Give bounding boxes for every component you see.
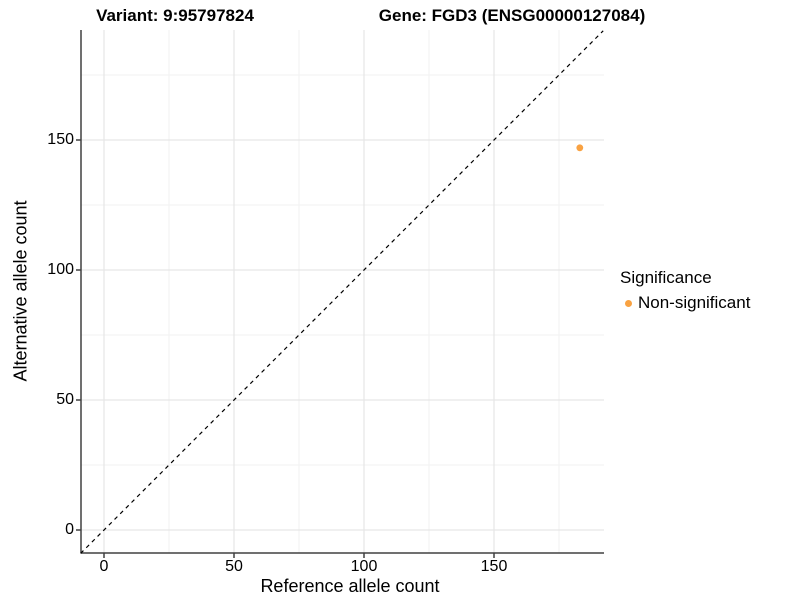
data-points [576,144,584,152]
y-tick-label: 0 [65,521,74,538]
plot-title-gene: Gene: FGD3 (ENSG00000127084) [378,6,646,25]
x-axis-title: Reference allele count [260,576,440,596]
legend-title: Significance [620,268,712,287]
legend-items: Non-significant [620,293,750,313]
major-gridlines [81,30,604,553]
identity-line [80,30,604,554]
x-tick-label: 50 [225,558,243,575]
minor-gridlines [81,30,604,553]
y-axis-title: Alternative allele count [10,200,31,382]
x-tick-label: 150 [480,558,508,575]
x-tick-label: 100 [350,558,378,575]
legend-item: Non-significant [620,293,750,313]
legend-item-label: Non-significant [638,293,751,312]
x-tick-label: 0 [99,558,109,575]
legend-key-dot-icon [625,299,632,307]
y-tick-label: 150 [47,131,74,148]
axis-lines [80,30,604,554]
tick-marks [76,139,495,558]
y-tick-label: 100 [47,261,74,278]
y-tick-label: 50 [56,391,74,408]
data-point [576,144,584,152]
identity-reference-line [80,30,604,554]
legend: Significance Non-significant [620,268,750,313]
plot-title-variant: Variant: 9:95797824 [96,6,254,25]
